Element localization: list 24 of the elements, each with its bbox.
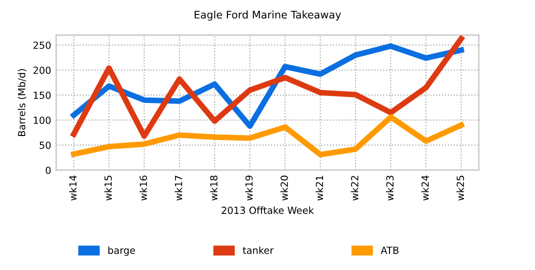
- y-axis-title: Barrels (Mb/d): [18, 69, 26, 136]
- y-tick-label: 0: [46, 166, 51, 174]
- y-tick-label: 150: [34, 92, 51, 99]
- x-tick-label: wk25: [456, 176, 464, 201]
- legend-label: ATB: [380, 246, 398, 254]
- x-tick-label: wk17: [174, 176, 182, 201]
- x-tick-label: wk15: [104, 176, 112, 201]
- legend-label: tanker: [242, 246, 274, 254]
- y-tick-label: 100: [34, 116, 51, 124]
- y-tick-label: 50: [40, 142, 51, 149]
- y-tick-label: 250: [33, 42, 51, 49]
- x-tick-label: wk24: [421, 176, 429, 201]
- x-tick-label: wk19: [245, 176, 253, 201]
- legend-label: barge: [108, 246, 136, 256]
- chart-title: Eagle Ford Marine Takeaway: [194, 10, 341, 21]
- x-tick-label: wk18: [210, 176, 218, 201]
- x-tick-label: wk14: [69, 176, 76, 201]
- x-tick-label: wk16: [140, 176, 148, 201]
- x-axis-title: 2013 Offtake Week: [222, 206, 314, 214]
- x-tick-label: wk20: [280, 176, 288, 201]
- x-tick-label: wk22: [350, 176, 358, 201]
- x-tick-label: wk23: [386, 176, 394, 201]
- x-tick-label: wk21: [316, 176, 324, 201]
- y-tick-label: 200: [33, 66, 51, 74]
